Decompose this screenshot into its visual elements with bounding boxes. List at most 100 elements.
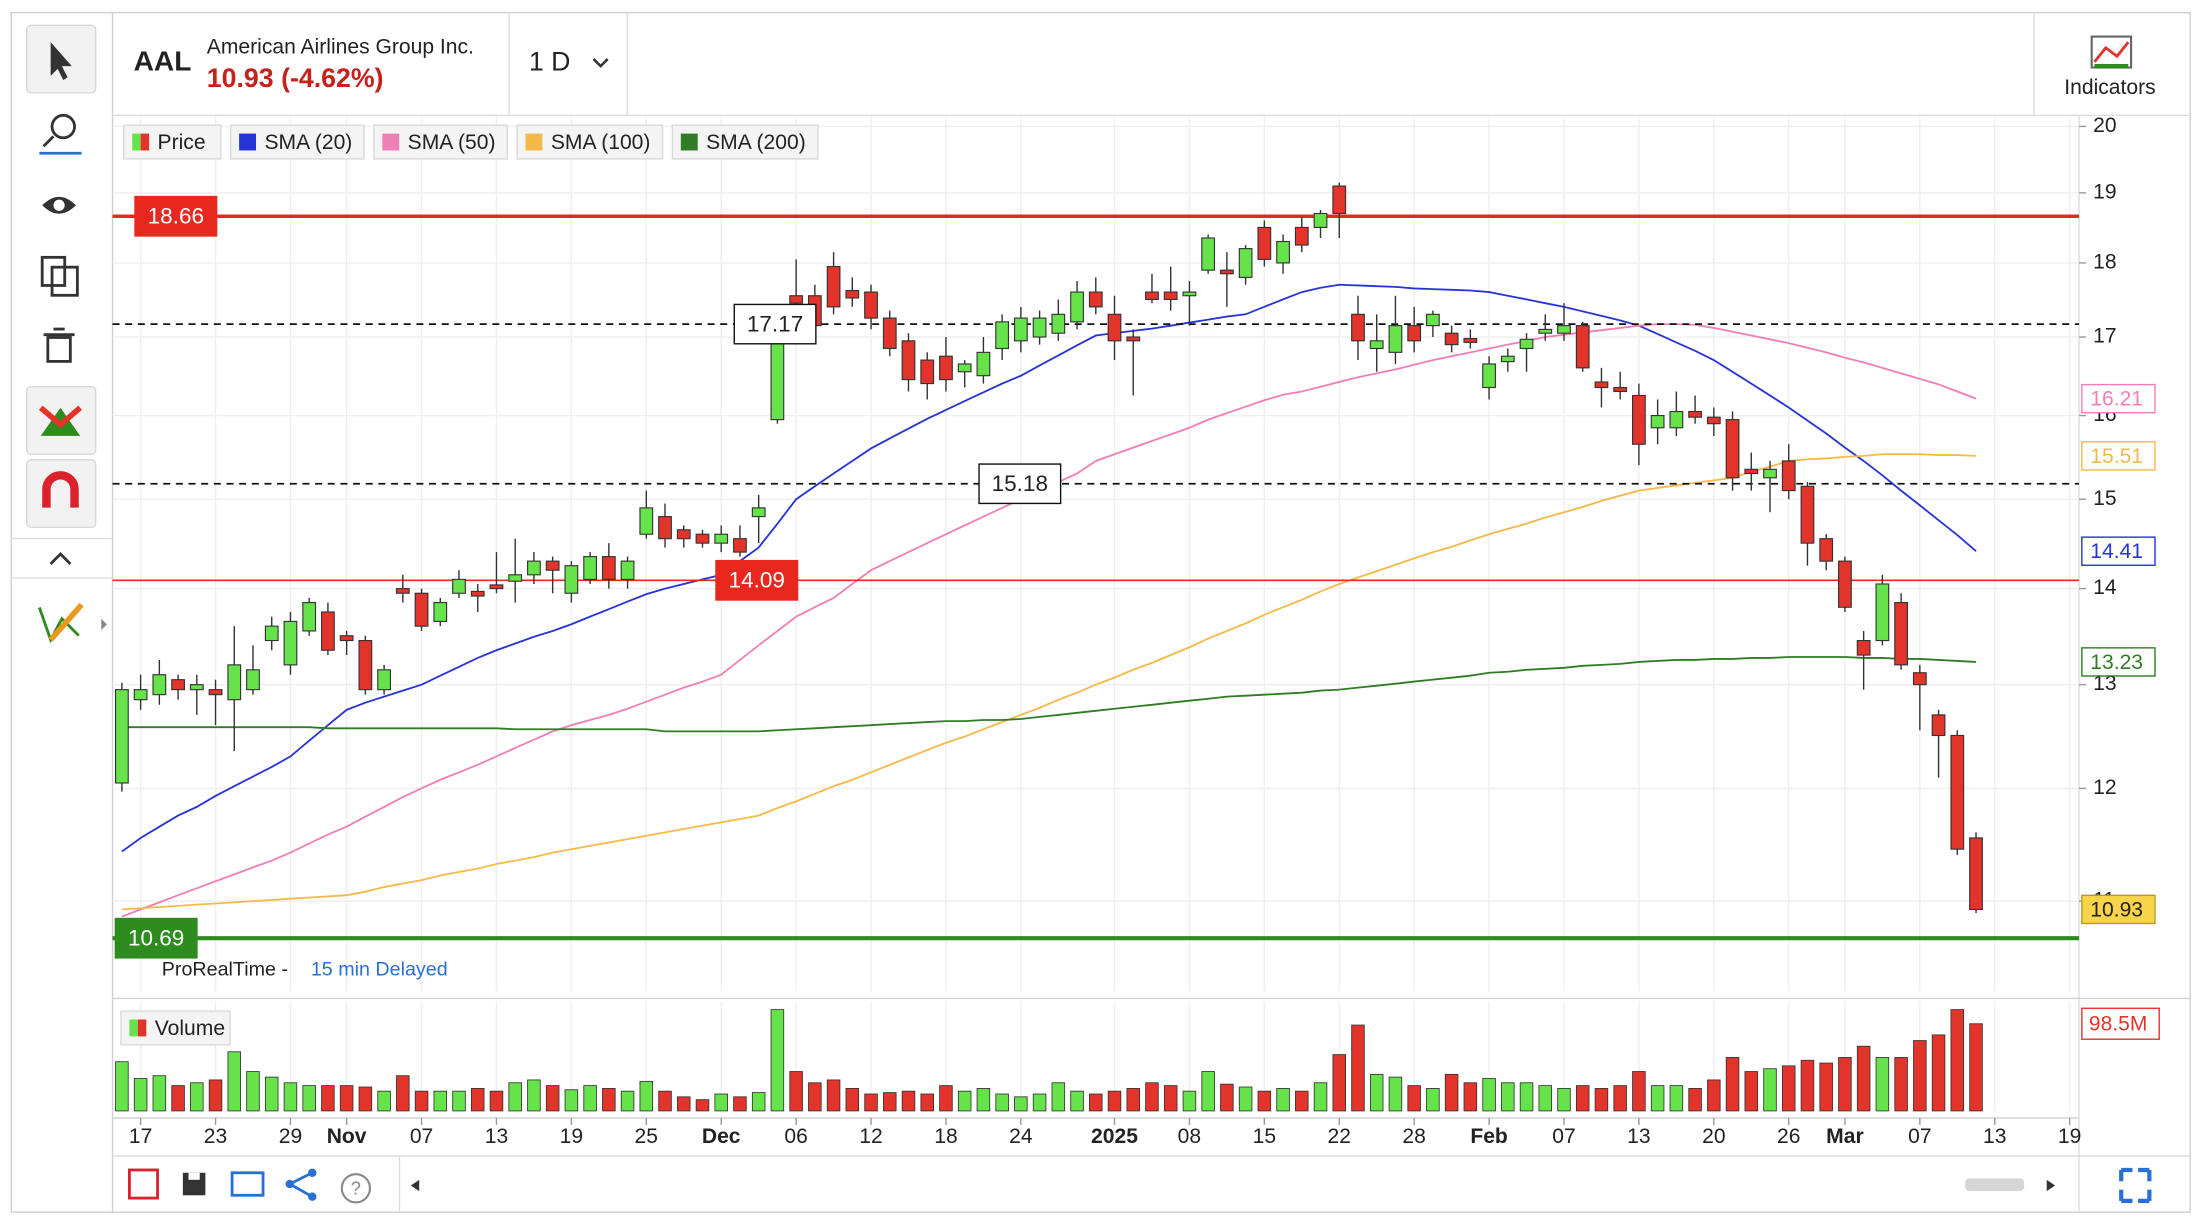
x-tick-label: 13 [485,1125,508,1148]
candle-body [1538,328,1553,334]
legend-swatch [137,1019,147,1037]
candle-body [1950,734,1965,850]
volume-bar [1369,1073,1384,1112]
volume-bar [1575,1085,1590,1112]
candle-body [1201,237,1216,271]
delete-icon[interactable] [43,327,75,363]
candle-body [152,674,167,696]
y-tick-label: 20 [2093,114,2116,137]
x-tick-label: Feb [1470,1125,1508,1148]
eye-icon[interactable] [42,196,76,214]
volume-bar [1875,1057,1890,1112]
company-name: American Airlines Group Inc. [207,35,474,58]
x-tick-label: 07 [410,1125,433,1148]
tool-button[interactable] [26,459,97,529]
last-value-box [2081,441,2156,471]
x-tick-label: 19 [2058,1125,2081,1148]
volume-bar [1838,1057,1852,1112]
quote: 10.93 (-4.62%) [207,63,384,93]
candle-body [208,689,223,696]
legend-swatch [239,133,257,151]
volume-bar [1145,1082,1159,1112]
legend-label: SMA (200) [706,131,806,154]
last-value-label: 16.21 [2090,388,2143,411]
volume-bar [1463,1082,1478,1112]
volume-bar [1650,1085,1665,1112]
x-tick-label: 12 [859,1125,882,1148]
legend-swatch [140,133,150,151]
candle-body [751,507,766,518]
volume-bar [808,1082,822,1112]
interval[interactable]: 1 D [529,46,571,76]
volume-bar [1388,1076,1403,1112]
candle-body [508,574,523,582]
footer-icons[interactable]: ? [128,1167,2152,1204]
trend-icon[interactable] [38,405,83,436]
source: ProRealTime - [162,958,288,980]
candle-body [452,578,466,594]
legend-label: Volume [155,1017,225,1040]
candle-body [845,290,860,299]
candle-body [1650,415,1665,429]
volume-bar [1220,1083,1234,1112]
volume-bar [1613,1085,1627,1112]
volume-bar [920,1093,934,1112]
y-tick-label: 17 [2093,325,2116,348]
volume-bar [358,1086,373,1112]
indicators-icon[interactable] [2090,35,2133,69]
candle-body [246,669,260,691]
delay-note: 15 min Delayed [311,958,448,980]
candle-body [470,590,485,597]
candle-body [770,340,785,421]
level-label-box [715,559,799,601]
draw-icon[interactable] [38,602,107,644]
candle-body [826,265,841,308]
x-tick-label: 13 [1983,1125,2006,1148]
candle-body [733,538,747,553]
volume-bar [883,1092,897,1112]
candle-body [939,355,953,381]
svg-text:?: ? [351,1177,361,1198]
magnet-icon[interactable] [42,471,79,508]
frame [10,11,2191,1213]
volume-bar [1781,1065,1796,1112]
candle-body [1763,468,1777,479]
x-tick-label: Mar [1826,1125,1863,1148]
volume-bar [171,1085,185,1112]
volume-bar [695,1099,710,1112]
volume-bar [1800,1059,1815,1112]
volume-bar [508,1082,522,1112]
candle-body [527,560,541,576]
x-tick-label: 15 [1253,1125,1276,1148]
candle-body [957,363,972,373]
collapse-icon[interactable] [49,552,72,565]
candle-body [1482,363,1496,389]
sma-line [121,453,1977,911]
indicators-button[interactable]: Indicators [2064,76,2155,99]
cursor-icon[interactable] [50,42,72,81]
volume-bar [377,1090,391,1112]
volume-bar [1501,1082,1515,1112]
volume-bar [826,1079,841,1112]
x-tick-label: 18 [934,1125,957,1148]
copy-icon[interactable] [40,255,79,297]
level-label: 17.17 [747,311,803,336]
volume-bar [901,1090,916,1112]
candle-body [1369,340,1384,350]
level-label: 18.66 [148,204,204,229]
candle-body [1145,291,1159,301]
x-tick-label: 29 [279,1125,302,1148]
y-tick-label: 13 [2093,672,2116,695]
volume-bar [152,1075,167,1112]
x-tick-label: 07 [1908,1125,1931,1148]
y-tick-label: 12 [2093,776,2116,799]
zoom-icon[interactable] [39,113,82,155]
candle-body [1725,419,1740,479]
level-label-box [978,463,1062,505]
interval-dropdown[interactable] [592,58,609,68]
candle-body [1669,410,1684,429]
candle-body [901,340,916,381]
volume-bar [1295,1090,1309,1112]
x-tick-label: Dec [702,1125,741,1148]
volume-bar [489,1090,504,1112]
